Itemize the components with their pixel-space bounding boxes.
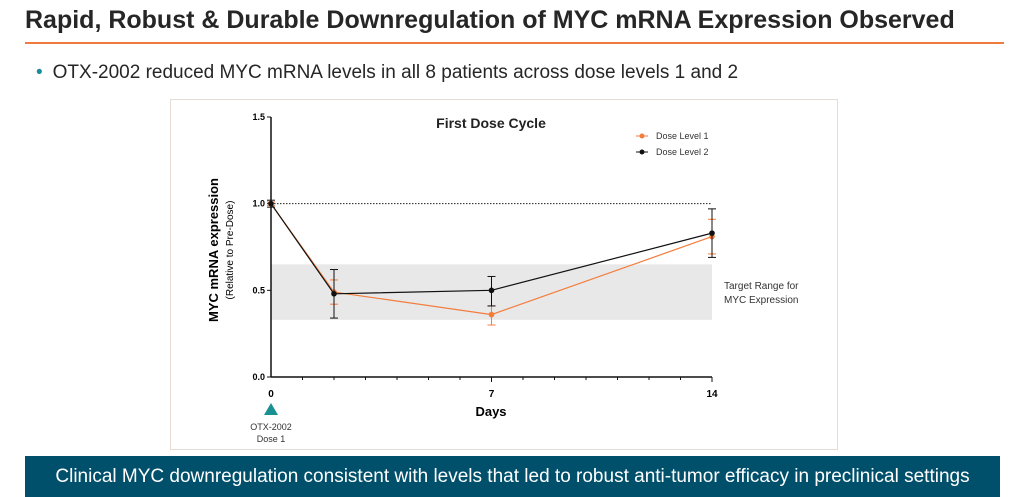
legend-marker bbox=[639, 133, 645, 139]
y-tick-label: 1.5 bbox=[252, 112, 265, 122]
x-tick-label: 0 bbox=[268, 389, 274, 400]
annotation-label: OTX-2002 bbox=[250, 422, 292, 432]
bullet-point: • OTX-2002 reduced MYC mRNA levels in all… bbox=[36, 62, 738, 84]
title-divider bbox=[25, 42, 1004, 44]
series-line-2 bbox=[270, 203, 713, 295]
data-point bbox=[268, 200, 274, 207]
data-point bbox=[331, 291, 337, 297]
annotation-label: Dose 1 bbox=[257, 434, 286, 444]
y-tick-label: 1.0 bbox=[252, 199, 265, 209]
x-tick-label: 14 bbox=[706, 389, 718, 400]
bullet-text: OTX-2002 reduced MYC mRNA levels in all … bbox=[52, 62, 739, 83]
target-band-label: MYC Expression bbox=[724, 295, 798, 306]
chart-title: First Dose Cycle bbox=[436, 115, 546, 131]
y-tick-label: 0.5 bbox=[252, 285, 265, 295]
summary-banner: Clinical MYC downregulation consistent w… bbox=[25, 456, 1000, 497]
legend-marker bbox=[639, 149, 645, 155]
slide-title: Rapid, Robust & Durable Downregulation o… bbox=[25, 6, 955, 34]
y-tick-label: 0.0 bbox=[252, 372, 265, 382]
legend-label: Dose Level 1 bbox=[656, 131, 709, 141]
target-band-label: Target Range for bbox=[724, 281, 799, 292]
data-point bbox=[488, 287, 495, 294]
y-axis-label: MYC mRNA expression bbox=[206, 178, 221, 322]
x-axis-label: Days bbox=[475, 404, 506, 419]
legend-label: Dose Level 2 bbox=[656, 147, 709, 157]
chart-panel bbox=[170, 99, 838, 450]
data-point bbox=[709, 230, 715, 236]
dose-triangle-icon bbox=[264, 403, 278, 415]
bullet-icon: • bbox=[36, 62, 43, 83]
data-point bbox=[488, 311, 495, 318]
y-axis-sublabel: (Relative to Pre-Dose) bbox=[225, 201, 236, 300]
x-tick-label: 7 bbox=[489, 389, 495, 400]
